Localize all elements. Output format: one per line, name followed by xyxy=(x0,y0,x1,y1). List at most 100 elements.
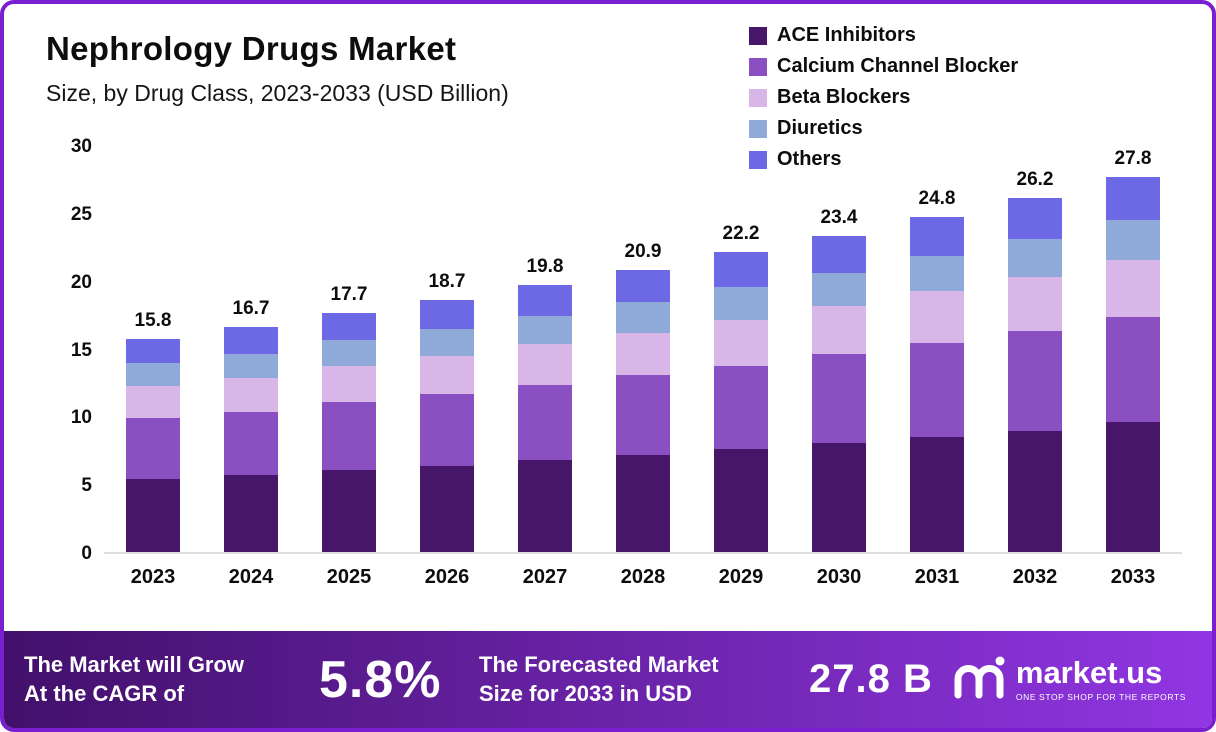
x-axis-label: 2028 xyxy=(620,566,666,588)
bar-segment-beta-blockers xyxy=(224,377,278,412)
legend-item: Calcium Channel Blocker xyxy=(749,55,1018,78)
brand-name: market.us xyxy=(1015,655,1163,690)
bar-total-label: 23.4 xyxy=(820,207,858,229)
bar-total-label: 16.7 xyxy=(232,297,270,319)
bar-column: 27.8 xyxy=(1084,147,1182,552)
y-tick-label: 10 xyxy=(70,407,92,429)
bar-segment-calcium-channel-blocker xyxy=(1008,330,1062,431)
x-axis-label: 2029 xyxy=(718,566,764,588)
bar-column: 22.2 xyxy=(692,147,790,552)
bar-total-label: 27.8 xyxy=(1114,147,1152,169)
bar-segment-others xyxy=(812,236,866,273)
legend-item: ACE Inhibitors xyxy=(749,24,1018,47)
bar-segment-beta-blockers xyxy=(1106,260,1160,318)
bar-segment-ace-inhibitors xyxy=(714,449,768,552)
bar-segment-others xyxy=(910,217,964,257)
legend-label: Beta Blockers xyxy=(777,86,911,108)
y-tick-label: 25 xyxy=(70,203,92,225)
cagr-value: 5.8% xyxy=(319,650,442,709)
bar-stack xyxy=(518,284,572,552)
forecast-value: 27.8 B xyxy=(809,657,933,701)
x-axis-label: 2025 xyxy=(326,566,372,588)
bar-total-label: 26.2 xyxy=(1016,169,1054,191)
bar-segment-calcium-channel-blocker xyxy=(812,353,866,443)
forecast-label-line1: The Forecasted Market xyxy=(479,651,719,677)
bar-segment-beta-blockers xyxy=(420,356,474,395)
bar-segment-others xyxy=(1106,176,1160,220)
bar-segment-ace-inhibitors xyxy=(420,465,474,552)
bar-stack xyxy=(224,326,278,553)
bar-segment-ace-inhibitors xyxy=(616,454,670,552)
chart-header: Nephrology Drugs Market Size, by Drug Cl… xyxy=(46,30,509,107)
bar-segment-calcium-channel-blocker xyxy=(714,365,768,450)
bar-segment-beta-blockers xyxy=(1008,276,1062,331)
footer-banner: The Market will Grow At the CAGR of 5.8%… xyxy=(4,631,1212,728)
forecast-label-line2: Size for 2033 in USD xyxy=(479,680,692,706)
legend-swatch xyxy=(749,57,767,76)
chart-subtitle: Size, by Drug Class, 2023-2033 (USD Bill… xyxy=(46,80,509,106)
bar-segment-beta-blockers xyxy=(714,319,768,366)
bar-segment-beta-blockers xyxy=(910,291,964,343)
bar-segment-beta-blockers xyxy=(812,306,866,354)
forecast-label: The Forecasted Market Size for 2033 in U… xyxy=(479,651,809,708)
bar-column: 18.7 xyxy=(398,147,496,552)
legend-label: Calcium Channel Blocker xyxy=(777,55,1019,77)
bar-stack xyxy=(1008,198,1062,552)
bar-column: 24.8 xyxy=(888,147,986,552)
bar-stack xyxy=(714,252,768,552)
legend-swatch xyxy=(749,26,767,45)
bar-total-label: 19.8 xyxy=(526,255,564,277)
market-us-logo-icon xyxy=(952,654,1006,705)
chart-title: Nephrology Drugs Market xyxy=(46,30,457,67)
bar-segment-ace-inhibitors xyxy=(1008,430,1062,552)
bar-segment-others xyxy=(714,252,768,288)
bar-stack xyxy=(322,313,376,553)
bar-stack xyxy=(1106,176,1160,552)
bar-segment-others xyxy=(616,269,670,303)
bar-segment-ace-inhibitors xyxy=(1106,422,1160,552)
bar-column: 15.8 xyxy=(104,147,202,553)
bar-total-label: 24.8 xyxy=(918,188,956,210)
bar-segment-others xyxy=(224,326,278,354)
bar-segment-others xyxy=(420,299,474,330)
bar-stack xyxy=(812,236,866,552)
legend-swatch xyxy=(749,88,767,107)
bar-segment-ace-inhibitors xyxy=(812,442,866,552)
bar-column: 17.7 xyxy=(300,147,398,553)
bar-segment-diuretics xyxy=(322,340,376,366)
bar-segment-calcium-channel-blocker xyxy=(322,402,376,470)
bar-segment-ace-inhibitors xyxy=(910,437,964,552)
y-tick-label: 30 xyxy=(70,136,92,157)
bar-column: 23.4 xyxy=(790,147,888,552)
bar-stack xyxy=(126,338,180,553)
x-axis-labels: 2023 2024 2025 2026 2027 2028 2029 2030 2031 2032… xyxy=(104,566,1182,589)
bar-segment-beta-blockers xyxy=(616,333,670,376)
legend-swatch xyxy=(749,150,767,169)
legend-label: Diuretics xyxy=(777,117,863,139)
bar-segment-calcium-channel-blocker xyxy=(126,418,180,480)
bar-segment-diuretics xyxy=(224,353,278,378)
bar-total-label: 17.7 xyxy=(330,284,368,306)
legend-label: Others xyxy=(777,148,842,170)
bar-segment-beta-blockers xyxy=(126,385,180,419)
y-tick-label: 0 xyxy=(81,543,92,564)
bar-total-label: 15.8 xyxy=(134,309,172,331)
bar-segment-diuretics xyxy=(1106,219,1160,261)
x-axis-label: 2032 xyxy=(1012,566,1058,588)
bar-segment-diuretics xyxy=(910,256,964,292)
bar-segment-ace-inhibitors xyxy=(126,479,180,553)
x-axis-label: 2033 xyxy=(1110,566,1156,588)
bar-segment-diuretics xyxy=(1008,238,1062,277)
bar-stack xyxy=(910,217,964,552)
bar-total-label: 22.2 xyxy=(722,223,760,245)
brand-tagline: ONE STOP SHOP FOR THE REPORTS xyxy=(1015,692,1186,702)
bar-segment-calcium-channel-blocker xyxy=(518,384,572,461)
bar-segment-diuretics xyxy=(616,302,670,334)
bar-total-label: 18.7 xyxy=(428,270,466,292)
bar-segment-others xyxy=(1008,198,1062,239)
bar-column: 20.9 xyxy=(594,147,692,552)
x-axis-label: 2024 xyxy=(228,566,274,588)
plot-area: 15.8 16.7 17.7 18.7 19.8 20.9 22.2 23.4 24.8 26.2… xyxy=(104,147,1182,554)
bar-stack xyxy=(616,269,670,552)
